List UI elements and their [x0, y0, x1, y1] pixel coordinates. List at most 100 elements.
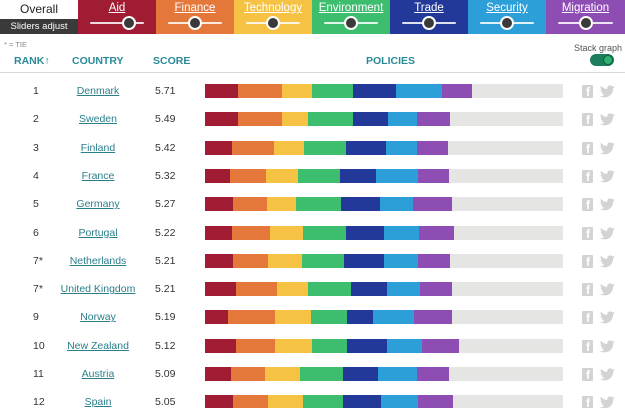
slider-knob[interactable]: [422, 16, 436, 30]
country-link[interactable]: Spain: [84, 396, 112, 408]
rank-cell: 2: [33, 113, 39, 126]
policy-segment-migration: [416, 140, 448, 155]
twitter-icon[interactable]: [600, 311, 615, 324]
migration-weight-slider[interactable]: [558, 16, 613, 30]
twitter-icon[interactable]: [600, 283, 615, 296]
environment-weight-slider[interactable]: [324, 16, 378, 30]
score-cell: 5.32: [155, 169, 176, 182]
policies-stacked-bar: [205, 367, 563, 381]
country-link[interactable]: New Zealand: [67, 339, 129, 352]
tab-security[interactable]: Security: [468, 0, 546, 34]
score-cell: 5.27: [155, 198, 176, 211]
rank-cell: 5: [33, 198, 39, 211]
facebook-icon[interactable]: f: [582, 226, 593, 240]
table-row: 3 Finland 5.42 f: [0, 134, 625, 162]
rank-cell: 1: [33, 85, 39, 97]
policy-segment-environment: [296, 197, 342, 212]
policy-segment-trade: [342, 367, 378, 381]
country-link[interactable]: Portugal: [78, 226, 118, 239]
policy-segment-aid: [205, 197, 234, 212]
score-cell: 5.19: [155, 311, 176, 324]
policy-segment-trade: [346, 225, 384, 240]
policy-segment-trade: [347, 310, 373, 325]
rank-cell: 12: [33, 396, 45, 408]
twitter-icon[interactable]: [600, 368, 615, 381]
policy-segment-trade: [341, 197, 381, 212]
policy-segment-security: [377, 367, 417, 381]
facebook-icon[interactable]: f: [582, 396, 593, 408]
twitter-icon[interactable]: [600, 226, 615, 240]
score-cell: 5.71: [155, 85, 176, 97]
policy-segment-security: [387, 112, 418, 127]
policy-segment-security: [383, 225, 419, 240]
facebook-icon[interactable]: f: [582, 254, 593, 268]
stack-graph-label: Stack graph: [573, 43, 622, 53]
policy-segment-trade: [342, 395, 382, 408]
country-link[interactable]: Norway: [80, 311, 116, 324]
slider-knob[interactable]: [578, 16, 593, 30]
slider-knob[interactable]: [266, 16, 280, 30]
technology-weight-slider[interactable]: [246, 16, 300, 30]
facebook-icon[interactable]: f: [582, 141, 593, 155]
slider-knob[interactable]: [121, 16, 136, 30]
table-row: 10 New Zealand 5.12 f: [0, 332, 625, 360]
country-link[interactable]: Austria: [81, 368, 115, 380]
tab-overall[interactable]: Overall Sliders adjust weights: [0, 0, 78, 47]
tab-aid[interactable]: Aid: [78, 0, 156, 34]
policy-segment-aid: [205, 395, 234, 408]
country-link[interactable]: Finland: [80, 141, 116, 154]
twitter-icon[interactable]: [600, 170, 615, 183]
slider-knob[interactable]: [188, 16, 202, 30]
twitter-icon[interactable]: [600, 340, 615, 353]
tab-trade[interactable]: Trade: [390, 0, 468, 34]
score-cell: 5.12: [155, 339, 176, 352]
twitter-icon[interactable]: [600, 198, 615, 211]
aid-weight-slider[interactable]: [90, 16, 144, 30]
twitter-icon[interactable]: [600, 85, 615, 98]
policy-segment-technology: [265, 367, 301, 381]
facebook-icon[interactable]: f: [582, 368, 593, 381]
facebook-icon[interactable]: f: [582, 311, 593, 325]
finance-weight-slider[interactable]: [168, 16, 222, 30]
country-link[interactable]: France: [81, 169, 115, 182]
policy-segment-environment: [312, 338, 348, 353]
policy-segment-environment: [310, 310, 348, 325]
country-link[interactable]: United Kingdom: [60, 283, 136, 296]
trade-weight-slider[interactable]: [402, 16, 456, 30]
country-link[interactable]: Germany: [76, 198, 120, 211]
policies-stacked-bar: [205, 395, 563, 408]
policies-stacked-bar: [205, 225, 563, 240]
country-column-header[interactable]: COUNTRY: [72, 55, 124, 67]
twitter-icon[interactable]: [600, 141, 615, 155]
twitter-icon[interactable]: [600, 113, 615, 126]
policy-segment-trade: [350, 282, 387, 297]
policy-segment-technology: [267, 253, 302, 268]
facebook-icon[interactable]: f: [582, 198, 593, 212]
facebook-icon[interactable]: f: [582, 85, 593, 98]
policy-segment-finance: [236, 282, 277, 297]
security-weight-slider[interactable]: [480, 16, 534, 30]
country-link[interactable]: Netherlands: [69, 254, 127, 267]
facebook-icon[interactable]: f: [582, 113, 593, 127]
facebook-icon[interactable]: f: [582, 283, 593, 297]
rank-column-header[interactable]: RANK↑: [14, 55, 50, 67]
twitter-icon[interactable]: [600, 396, 615, 408]
country-link[interactable]: Denmark: [76, 85, 120, 97]
stack-graph-toggle[interactable]: [590, 54, 614, 66]
slider-knob[interactable]: [500, 16, 514, 30]
facebook-icon[interactable]: f: [582, 169, 593, 183]
tie-note: * = TIE: [4, 40, 27, 49]
policies-stacked-bar: [205, 168, 563, 183]
policy-segment-environment: [308, 282, 351, 297]
tab-technology[interactable]: Technology: [234, 0, 312, 34]
policy-segment-finance: [235, 338, 275, 353]
country-link[interactable]: Sweden: [79, 113, 117, 126]
policies-stacked-bar: [205, 84, 563, 98]
tab-migration[interactable]: Migration: [546, 0, 625, 34]
tab-environment[interactable]: Environment: [312, 0, 390, 34]
slider-knob[interactable]: [344, 16, 358, 30]
tab-finance[interactable]: Finance: [156, 0, 234, 34]
twitter-icon[interactable]: [600, 255, 615, 268]
score-column-header[interactable]: SCORE: [153, 55, 191, 67]
facebook-icon[interactable]: f: [582, 339, 593, 353]
